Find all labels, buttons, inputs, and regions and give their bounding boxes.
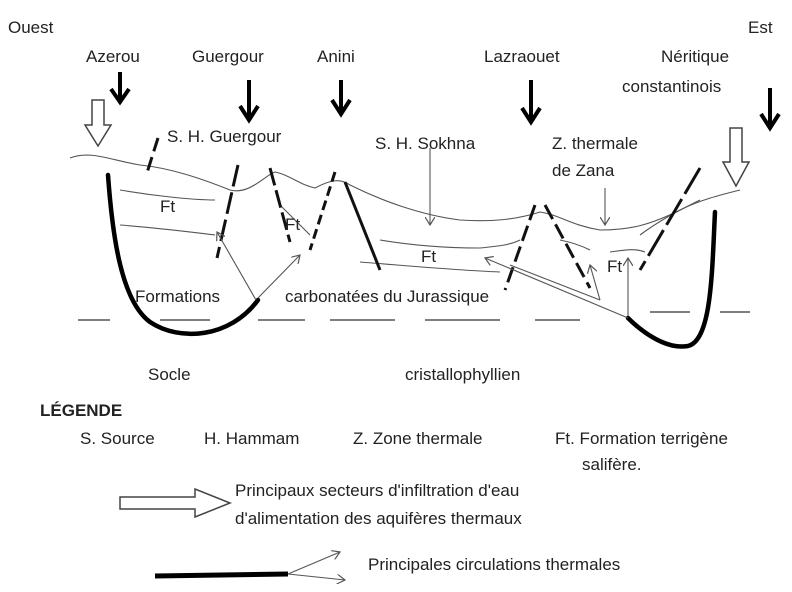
locality: Anini (317, 47, 355, 66)
line-art (105, 172, 261, 337)
line-art (590, 265, 601, 301)
line-art (308, 171, 337, 251)
line-art (638, 167, 702, 271)
line-art (503, 204, 537, 291)
ft-label: Ft (421, 247, 436, 266)
ft-label: Ft (285, 215, 300, 234)
basement-label: cristallophyllien (405, 365, 520, 384)
line-art (759, 88, 781, 132)
formation-label: Formations (135, 287, 220, 306)
line-art (543, 204, 592, 289)
ft-label: Ft (607, 257, 622, 276)
locality: Azerou (86, 47, 140, 66)
spring-label: S. H. Guergour (167, 127, 282, 146)
legend-infiltration: Principaux secteurs d'infiltration d'eau (235, 481, 519, 500)
thermal-zone-label: de Zana (552, 161, 615, 180)
line-art (625, 209, 718, 349)
legend-abbreviation: S. Source (80, 429, 155, 448)
line-art (509, 264, 601, 301)
formation-label: carbonatées du Jurassique (285, 287, 489, 306)
recharge-arrows (109, 72, 781, 132)
line-art (343, 181, 382, 271)
basement-label: Socle (148, 365, 191, 384)
line-art (257, 255, 300, 299)
line-art (109, 72, 131, 106)
line-art (144, 137, 160, 177)
line-art (287, 552, 340, 575)
legend-title: LÉGENDE (40, 401, 122, 420)
ft-label: Ft (160, 197, 175, 216)
line-art (330, 80, 352, 118)
line-art (268, 167, 292, 243)
line-art (119, 189, 701, 273)
faults (144, 137, 702, 291)
legend-abbreviation: Ft. Formation terrigène (555, 429, 728, 448)
locality: constantinois (622, 77, 721, 96)
layers (69, 154, 741, 273)
basin-boundaries (105, 172, 718, 349)
basement-line (78, 311, 750, 321)
legend-abbreviation: salifère. (582, 455, 642, 474)
line-art (217, 232, 257, 301)
legend-circulation: Principales circulations thermales (368, 555, 620, 574)
legend-infiltration: d'alimentation des aquifères thermaux (235, 509, 522, 528)
line-art (154, 571, 289, 579)
line-art (721, 127, 751, 188)
line-art (215, 164, 240, 259)
locality: Lazraouet (484, 47, 560, 66)
east-label: Est (748, 18, 773, 37)
locality: Guergour (192, 47, 264, 66)
thermal-zone-label: Z. thermale (552, 134, 638, 153)
legend-circulation-symbol (154, 552, 345, 580)
line-art (69, 154, 741, 231)
spring-label: S. H. Sokhna (375, 134, 476, 153)
legend-abbreviation: Z. Zone thermale (353, 429, 482, 448)
line-art (520, 80, 542, 126)
line-art (287, 573, 345, 580)
legend-abbreviation: H. Hammam (204, 429, 299, 448)
hollow-arrows (83, 99, 751, 188)
legend-hollow-arrow (119, 487, 233, 519)
line-art (485, 258, 629, 319)
west-label: Ouest (8, 18, 54, 37)
circulation-arrows (217, 148, 629, 319)
line-art (238, 80, 260, 124)
line-art (83, 99, 113, 148)
locality: Néritique (661, 47, 729, 66)
